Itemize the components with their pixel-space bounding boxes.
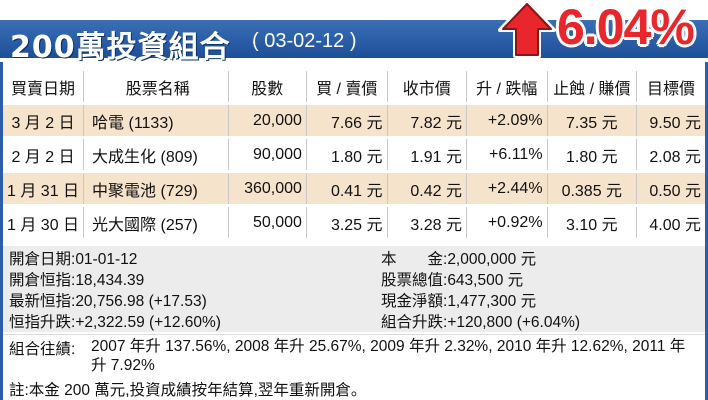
summary-open-hsi: 開倉恒指:18,434.39 <box>9 268 144 290</box>
performance-label: 組合往績: <box>9 341 76 358</box>
target-price-cell: 4.00 元 <box>636 207 705 238</box>
summary-value: 2,000,000 元 <box>447 251 537 268</box>
summary-label: 組合升跌: <box>381 314 448 331</box>
summary-value: 1,477,300 元 <box>447 293 537 310</box>
close-price-cell: 3.28 元 <box>386 207 466 238</box>
buy-price-cell: 0.41 元 <box>305 173 387 204</box>
header-trade-date: 買賣日期 <box>3 71 84 102</box>
table-header-row: 買賣日期 股票名稱 股數 買 / 賣價 收市價 升 / 跌幅 止蝕 / 賺價 目… <box>3 71 705 102</box>
change-cell: +2.09% <box>465 105 547 136</box>
close-price-cell: 0.42 元 <box>386 173 466 204</box>
summary-label: 開倉恒指: <box>9 272 76 289</box>
up-arrow-icon <box>498 0 556 58</box>
summary-label: 股票總值: <box>381 272 448 289</box>
title-date: ( 03-02-12 ) <box>252 30 357 52</box>
shares-cell: 90,000 <box>227 139 306 170</box>
header-target-price: 目標價 <box>636 71 705 102</box>
summary-capital: 本 金:2,000,000 元 <box>381 247 536 269</box>
header-change: 升 / 跌幅 <box>465 71 547 102</box>
performance-text: 2007 年升 137.56%, 2008 年升 25.67%, 2009 年升… <box>91 338 686 374</box>
title-bar: 200萬投資組合 ( 03-02-12 ) <box>0 18 708 65</box>
summary-label: 本 金: <box>381 251 448 268</box>
stop-price-cell: 7.35 元 <box>546 105 637 136</box>
header-shares: 股數 <box>227 71 306 102</box>
buy-price-cell: 7.66 元 <box>305 105 387 136</box>
buy-price-cell: 3.25 元 <box>305 207 387 238</box>
table-row: 3 月 2 日 哈電 (1133) 20,000 7.66 元 7.82 元 +… <box>3 105 705 136</box>
shares-cell: 360,000 <box>227 173 306 204</box>
summary-latest-hsi: 最新恒指:20,756.98 (+17.53) <box>9 289 207 311</box>
shares-cell: 50,000 <box>227 207 306 238</box>
summary-label: 開倉日期: <box>9 251 76 268</box>
page-title: 200萬投資組合 <box>10 30 231 65</box>
stock-name-cell: 哈電 (1133) <box>83 105 228 136</box>
portfolio-summary: 開倉日期:01-01-12 開倉恒指:18,434.39 最新恒指:20,756… <box>3 246 705 332</box>
footnote: 註:本金 200 萬元,投資成績按年結算,翌年重新開倉。 <box>9 382 367 399</box>
target-price-cell: 9.50 元 <box>636 105 705 136</box>
trade-date-cell: 1 月 30 日 <box>3 207 84 238</box>
trade-date-cell: 1 月 31 日 <box>3 173 84 204</box>
trade-date-cell: 3 月 2 日 <box>3 105 84 136</box>
stock-name-cell: 大成生化 (809) <box>83 139 228 170</box>
change-cell: +6.11% <box>465 139 547 170</box>
header-buy-sell-price: 買 / 賣價 <box>305 71 387 102</box>
summary-value: 18,434.39 <box>75 272 145 289</box>
summary-value: 643,500 元 <box>447 272 524 289</box>
close-price-cell: 1.91 元 <box>386 139 466 170</box>
header-stop-price: 止蝕 / 賺價 <box>546 71 637 102</box>
trade-date-cell: 2 月 2 日 <box>3 139 84 170</box>
summary-label: 最新恒指: <box>9 293 76 310</box>
table-row: 1 月 30 日 光大國際 (257) 50,000 3.25 元 3.28 元… <box>3 207 705 238</box>
summary-net-cash: 現金淨額:1,477,300 元 <box>381 289 536 311</box>
stop-price-cell: 1.80 元 <box>546 139 637 170</box>
header-stock-name: 股票名稱 <box>83 71 228 102</box>
stock-name-cell: 光大國際 (257) <box>83 207 228 238</box>
header: 200萬投資組合 ( 03-02-12 ) 6.04% <box>0 0 708 65</box>
buy-price-cell: 1.80 元 <box>305 139 387 170</box>
stop-price-cell: 3.10 元 <box>546 207 637 238</box>
summary-hsi-change: 恒指升跌:+2,322.59 (+12.60%) <box>9 310 221 332</box>
summary-stock-value: 股票總值:643,500 元 <box>381 268 523 290</box>
close-price-cell: 7.82 元 <box>386 105 466 136</box>
summary-label: 恒指升跌: <box>9 314 76 331</box>
summary-portfolio-change: 組合升跌:+120,800 (+6.04%) <box>381 310 580 332</box>
summary-value: +2,322.59 (+12.60%) <box>75 314 221 331</box>
stop-price-cell: 0.385 元 <box>546 173 637 204</box>
table-row: 1 月 31 日 中聚電池 (729) 360,000 0.41 元 0.42 … <box>3 173 705 204</box>
portfolio-change-badge: 6.04% <box>557 0 695 55</box>
header-close-price: 收市價 <box>386 71 466 102</box>
change-cell: +2.44% <box>465 173 547 204</box>
change-cell: +0.92% <box>465 207 547 238</box>
performance-history: 組合往績: 2007 年升 137.56%, 2008 年升 25.67%, 2… <box>3 334 705 378</box>
summary-value: 20,756.98 (+17.53) <box>75 293 207 310</box>
target-price-cell: 2.08 元 <box>636 139 705 170</box>
summary-value: +120,800 (+6.04%) <box>447 314 581 331</box>
holdings-table: 買賣日期 股票名稱 股數 買 / 賣價 收市價 升 / 跌幅 止蝕 / 賺價 目… <box>3 68 705 241</box>
table-row: 2 月 2 日 大成生化 (809) 90,000 1.80 元 1.91 元 … <box>3 139 705 170</box>
summary-value: 01-01-12 <box>75 251 138 268</box>
summary-label: 現金淨額: <box>381 293 448 310</box>
target-price-cell: 0.50 元 <box>636 173 705 204</box>
summary-open-date: 開倉日期:01-01-12 <box>9 247 137 269</box>
stock-name-cell: 中聚電池 (729) <box>83 173 228 204</box>
shares-cell: 20,000 <box>227 105 306 136</box>
